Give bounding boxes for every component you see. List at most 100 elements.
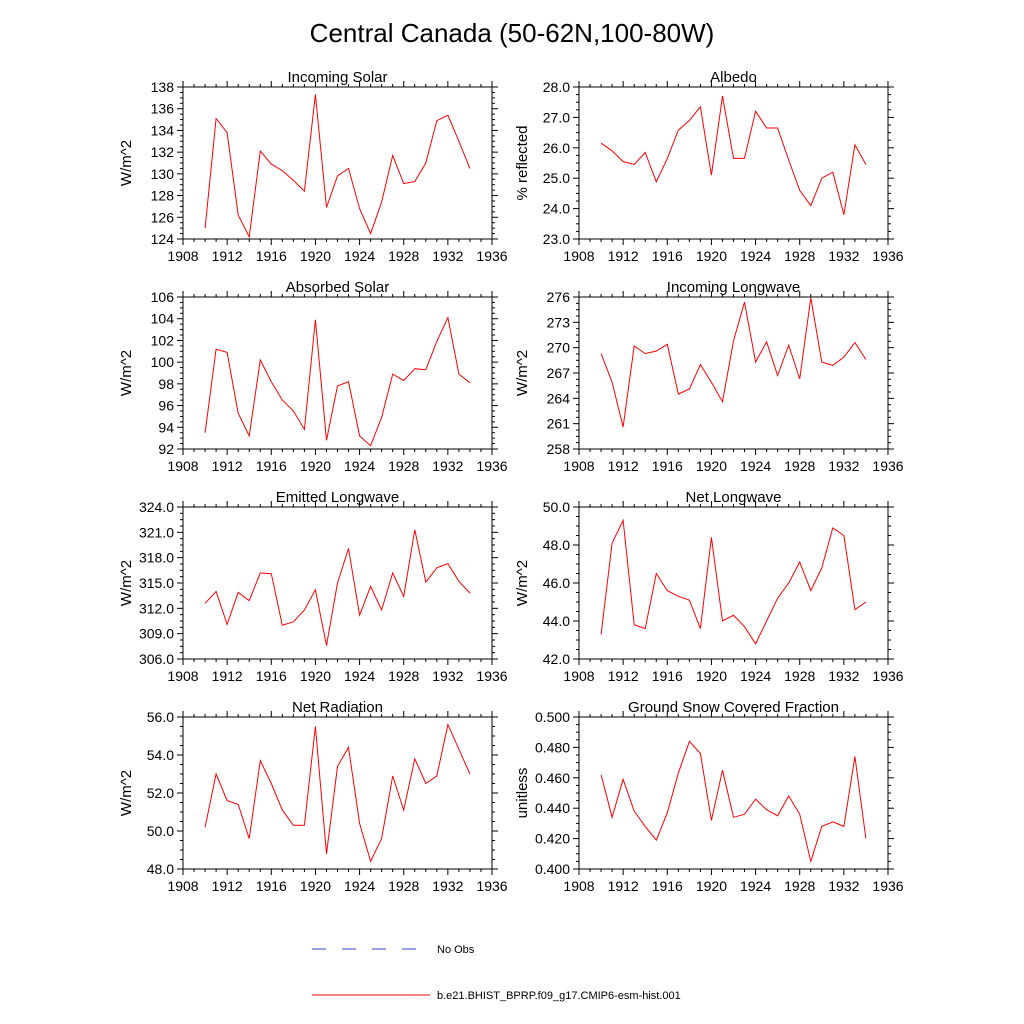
y-tick-label: 102 bbox=[151, 332, 175, 348]
y-tick-label: 267 bbox=[547, 365, 571, 381]
y-tick-label: 0.440 bbox=[535, 800, 570, 816]
y-tick-label: 56.0 bbox=[147, 709, 174, 725]
plot-frame bbox=[182, 296, 493, 450]
x-tick-label: 1920 bbox=[300, 668, 331, 684]
panel-4: Incoming Longwave W/m^2 258 261 264 267 270 273… bbox=[514, 279, 904, 474]
x-tick-label: 1916 bbox=[652, 458, 683, 474]
y-tick-label: 0.420 bbox=[535, 831, 570, 847]
y-tick-label: 138 bbox=[151, 79, 175, 95]
x-tick-label: 1924 bbox=[344, 668, 375, 684]
x-tick-label: 1936 bbox=[872, 668, 903, 684]
x-tick-label: 1912 bbox=[212, 248, 243, 264]
x-tick-label: 1908 bbox=[167, 878, 198, 894]
panel-2: Albedo % reflected 23.0 24.0 25.0 26.0 27.0 28.… bbox=[514, 69, 904, 264]
y-tick-label: 0.500 bbox=[535, 709, 570, 725]
x-tick-label: 1912 bbox=[212, 458, 243, 474]
x-tick-label: 1936 bbox=[476, 668, 507, 684]
series-line bbox=[600, 297, 867, 428]
panel-title: Incoming Solar bbox=[287, 69, 387, 86]
y-tick-label: 50.0 bbox=[543, 499, 570, 515]
panel-7: Net Radiation W/m^2 48.0 50.0 52.0 54.0 56.0 19… bbox=[118, 699, 508, 894]
x-tick-label: 1920 bbox=[696, 248, 727, 264]
x-tick-label: 1936 bbox=[872, 878, 903, 894]
x-tick-label: 1916 bbox=[652, 668, 683, 684]
x-tick-label: 1936 bbox=[476, 878, 507, 894]
x-tick-label: 1936 bbox=[476, 248, 507, 264]
y-tick-label: 324.0 bbox=[139, 499, 174, 515]
y-tick-label: 124 bbox=[151, 231, 175, 247]
y-tick-label: 132 bbox=[151, 144, 175, 160]
y-tick-label: 92 bbox=[158, 441, 174, 457]
panel-3: Absorbed Solar W/m^2 92 94 96 98 100 102 104 106 1… bbox=[118, 279, 508, 474]
y-tick-label: 25.0 bbox=[543, 170, 570, 186]
series-line bbox=[600, 740, 867, 864]
x-tick-label: 1912 bbox=[608, 668, 639, 684]
y-tick-label: 106 bbox=[151, 289, 175, 305]
x-tick-label: 1936 bbox=[872, 458, 903, 474]
x-tick-label: 1924 bbox=[740, 878, 771, 894]
plot-frame bbox=[578, 506, 889, 660]
y-tick-label: 261 bbox=[547, 416, 571, 432]
series-line bbox=[600, 96, 867, 215]
x-tick-label: 1924 bbox=[740, 458, 771, 474]
x-tick-label: 1928 bbox=[784, 878, 815, 894]
panel-5: Emitted Longwave W/m^2 306.0 309.0 312.0 315.… bbox=[118, 489, 508, 684]
figure-title: Central Canada (50-62N,100-80W) bbox=[310, 18, 715, 48]
plot-frame bbox=[578, 296, 889, 450]
x-tick-label: 1928 bbox=[784, 458, 815, 474]
x-tick-label: 1920 bbox=[300, 248, 331, 264]
panel-title: Ground Snow Covered Fraction bbox=[628, 699, 839, 716]
x-tick-label: 1932 bbox=[432, 248, 463, 264]
x-tick-label: 1912 bbox=[212, 668, 243, 684]
y-tick-label: 94 bbox=[158, 419, 174, 435]
y-tick-label: 98 bbox=[158, 376, 174, 392]
y-tick-label: 264 bbox=[547, 390, 571, 406]
series-line bbox=[600, 518, 867, 645]
y-tick-label: 0.460 bbox=[535, 770, 570, 786]
y-tick-label: 318.0 bbox=[139, 550, 174, 566]
y-axis-label: W/m^2 bbox=[514, 560, 531, 606]
y-tick-label: 44.0 bbox=[543, 613, 570, 629]
panel-title: Absorbed Solar bbox=[286, 279, 389, 296]
y-tick-label: 126 bbox=[151, 209, 175, 225]
y-axis-label: W/m^2 bbox=[514, 350, 531, 396]
y-axis-label: % reflected bbox=[514, 125, 531, 200]
x-tick-label: 1908 bbox=[563, 878, 594, 894]
x-tick-label: 1932 bbox=[432, 878, 463, 894]
x-tick-label: 1932 bbox=[828, 458, 859, 474]
x-tick-label: 1920 bbox=[696, 668, 727, 684]
x-tick-label: 1928 bbox=[784, 248, 815, 264]
x-tick-label: 1908 bbox=[167, 458, 198, 474]
x-tick-label: 1916 bbox=[256, 668, 287, 684]
panel-1: Incoming Solar W/m^2 124 126 128 130 132 134 136… bbox=[118, 69, 508, 264]
x-tick-label: 1908 bbox=[167, 248, 198, 264]
panel-title: Incoming Longwave bbox=[667, 279, 800, 296]
x-tick-label: 1924 bbox=[344, 248, 375, 264]
panel-6: Net Longwave W/m^2 42.0 44.0 46.0 48.0 50.0 190… bbox=[514, 489, 904, 684]
y-tick-label: 321.0 bbox=[139, 524, 174, 540]
x-tick-label: 1908 bbox=[563, 458, 594, 474]
x-tick-label: 1912 bbox=[212, 878, 243, 894]
x-tick-label: 1912 bbox=[608, 458, 639, 474]
y-tick-label: 27.0 bbox=[543, 109, 570, 125]
x-tick-label: 1916 bbox=[256, 248, 287, 264]
series-line bbox=[204, 722, 471, 863]
series-line bbox=[204, 529, 471, 646]
panels: Incoming Solar W/m^2 124 126 128 130 132 134 136… bbox=[118, 69, 904, 894]
x-tick-label: 1924 bbox=[740, 248, 771, 264]
y-tick-label: 28.0 bbox=[543, 79, 570, 95]
y-tick-label: 23.0 bbox=[543, 231, 570, 247]
y-tick-label: 276 bbox=[547, 289, 571, 305]
y-tick-label: 100 bbox=[151, 354, 175, 370]
legend-model-label: b.e21.BHIST_BPRP.f09_g17.CMIP6-esm-hist.… bbox=[437, 990, 681, 1002]
x-tick-label: 1908 bbox=[563, 668, 594, 684]
panel-8: Ground Snow Covered Fraction unitless 0.40… bbox=[514, 699, 904, 894]
x-tick-label: 1928 bbox=[388, 458, 419, 474]
x-tick-label: 1908 bbox=[563, 248, 594, 264]
x-tick-label: 1928 bbox=[784, 668, 815, 684]
x-tick-label: 1920 bbox=[696, 878, 727, 894]
plot-frame bbox=[182, 716, 493, 870]
series-line bbox=[204, 315, 471, 447]
y-tick-label: 134 bbox=[151, 122, 175, 138]
